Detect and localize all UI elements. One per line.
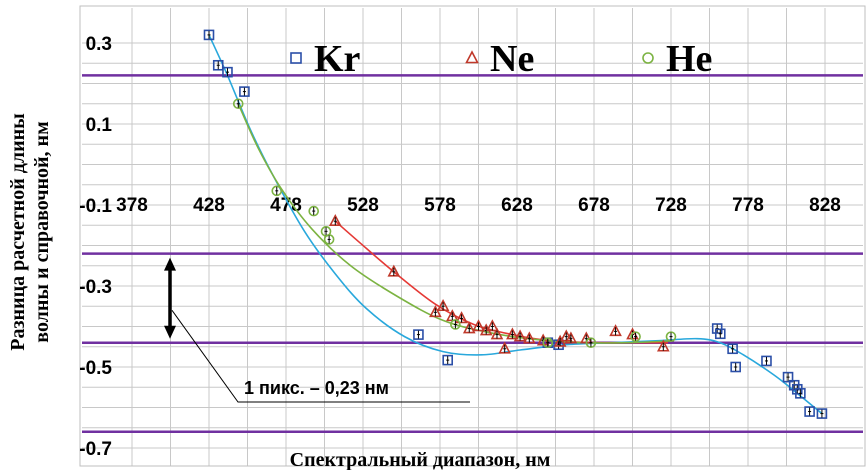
data-point-he <box>450 319 461 330</box>
data-point-ne <box>522 331 536 344</box>
y-tick-labels: 0.3 0.1 -0.1 -0.3 -0.5 -0.7 <box>79 34 112 460</box>
legend: Kr Ne He <box>290 38 712 80</box>
data-point-kr <box>795 388 806 399</box>
x-tick-label: 728 <box>655 195 687 216</box>
data-point-kr <box>203 29 215 41</box>
data-point-kr <box>714 328 726 340</box>
data-point-ne <box>498 341 512 354</box>
data-point-kr <box>816 408 828 419</box>
data-point-ne <box>486 319 499 332</box>
legend-label: Kr <box>314 38 361 80</box>
data-point-kr <box>730 361 741 373</box>
plot-frame <box>79 5 866 467</box>
data-point-kr <box>222 66 233 78</box>
legend-item-kr: Kr <box>290 38 361 80</box>
annotation-arrow-head-down <box>164 325 176 339</box>
data-point-kr <box>212 59 224 71</box>
x-tick-label: 628 <box>501 195 533 216</box>
data-point-ne <box>462 321 476 334</box>
data-point-ne <box>513 329 527 342</box>
x-tick-label: 828 <box>809 195 841 216</box>
data-point-he <box>232 98 244 110</box>
annotation-leader-line <box>171 310 470 403</box>
x-tick-label: 778 <box>732 195 764 216</box>
data-point-ne <box>328 213 342 226</box>
y-tick-label: -0.5 <box>79 358 112 379</box>
data-point-he <box>308 205 320 217</box>
legend-symbol <box>290 52 302 64</box>
data-point-ne <box>387 264 401 277</box>
data-point-he <box>630 331 641 342</box>
x-tick-label: 478 <box>270 195 302 216</box>
legend-label: He <box>666 38 712 80</box>
data-point-he <box>542 337 554 349</box>
y-tick-label: -0.1 <box>79 196 112 217</box>
annotation-text: 1 пикс. – 0,23 нм <box>244 378 389 398</box>
data-point-ne <box>429 305 442 318</box>
x-tick-label: 428 <box>193 195 225 216</box>
legend-item-he: He <box>642 38 712 80</box>
legend-symbol <box>465 50 479 64</box>
x-tick-label: 528 <box>347 195 379 216</box>
y-tick-label: -0.3 <box>79 277 112 298</box>
data-point-he <box>323 234 335 245</box>
y-tick-label: -0.7 <box>79 439 112 460</box>
legend-item-ne: Ne <box>465 38 534 80</box>
data-point-ne <box>609 324 622 337</box>
annotation-arrow-head-up <box>164 257 176 271</box>
grid-lines <box>82 8 863 466</box>
data-point-kr <box>727 343 738 355</box>
x-tick-label: 578 <box>424 195 456 216</box>
x-axis-label: Спектральный диапазон, нм <box>290 449 551 470</box>
data-point-he <box>271 185 283 197</box>
data-point-he <box>585 337 597 349</box>
data-point-ne <box>436 299 450 312</box>
data-point-ne <box>472 319 485 332</box>
y-tick-label: 0.3 <box>86 34 112 55</box>
data-point-ne <box>490 327 504 340</box>
data-point-ne <box>564 331 578 344</box>
data-point-ne <box>656 339 670 352</box>
data-point-kr <box>442 354 454 366</box>
data-points <box>203 29 828 419</box>
data-point-kr <box>761 355 772 367</box>
data-point-kr <box>239 86 250 97</box>
data-point-ne <box>506 327 519 340</box>
data-point-kr <box>782 371 794 383</box>
data-point-ne <box>455 311 468 324</box>
y-axis-label-line-1: Разница расчетной длины <box>7 113 29 351</box>
x-tick-labels: 378 428 478 528 578 628 678 728 778 828 <box>116 195 841 216</box>
data-point-kr <box>804 406 815 417</box>
x-tick-label: 678 <box>578 195 610 216</box>
data-point-kr <box>413 329 424 340</box>
legend-symbol <box>642 52 654 64</box>
x-tick-label: 378 <box>116 195 148 216</box>
threshold-lines <box>82 74 863 434</box>
annotation: 1 пикс. – 0,23 нм <box>164 257 470 403</box>
data-point-he <box>665 331 677 342</box>
y-tick-label: 0.1 <box>86 115 113 136</box>
legend-label: Ne <box>490 38 534 80</box>
y-axis-label-line-2: волны и справочной, нм <box>31 121 53 342</box>
